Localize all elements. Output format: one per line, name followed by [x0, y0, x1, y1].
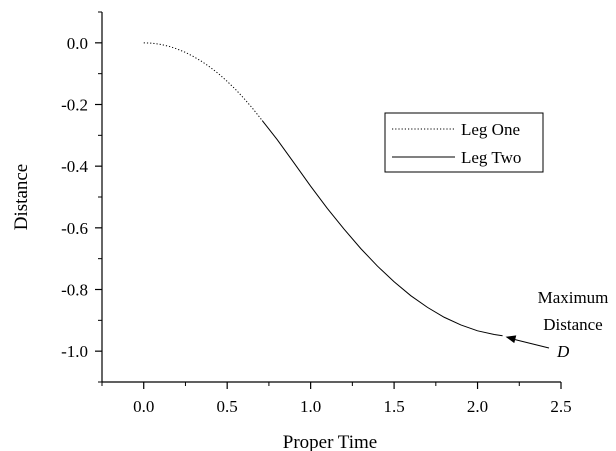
annotation-maximum-distance: Maximum Distance D: [505, 288, 609, 361]
x-tick-label: 2.5: [550, 397, 571, 416]
y-tick-label: 0.0: [67, 34, 88, 53]
annotation-arrowhead: [505, 335, 517, 344]
annotation-arrow: [513, 338, 550, 349]
x-ticks: 0.0 0.5 1.0 1.5 2.0 2.5: [101, 382, 572, 416]
legend: Leg One Leg Two: [384, 112, 544, 173]
series-leg-two-line: [261, 120, 503, 337]
y-axis-title: Distance: [11, 164, 32, 230]
annotation-line-1: Maximum: [538, 288, 609, 307]
axes: [101, 12, 561, 383]
x-tick-label: 0.5: [217, 397, 238, 416]
series-leg-one-line: [143, 42, 263, 121]
x-tick-label: 1.5: [383, 397, 404, 416]
legend-label-leg-two: Leg Two: [461, 148, 521, 167]
x-axis-title: Proper Time: [283, 432, 378, 451]
x-tick-label: 1.0: [300, 397, 321, 416]
y-tick-label: -0.2: [61, 96, 88, 115]
annotation-line-2: Distance: [543, 315, 602, 334]
x-tick-label: 0.0: [133, 397, 154, 416]
annotation-symbol: D: [556, 342, 570, 361]
y-tick-label: -0.6: [61, 219, 88, 238]
y-tick-label: -0.4: [61, 157, 88, 176]
legend-box: [384, 112, 544, 173]
y-tick-label: -0.8: [61, 281, 88, 300]
legend-label-leg-one: Leg One: [461, 120, 520, 139]
y-tick-label: -1.0: [61, 342, 88, 361]
y-ticks: 0.0 -0.2 -0.4 -0.6 -0.8 -1.0: [61, 11, 102, 383]
x-tick-label: 2.0: [467, 397, 488, 416]
series-layer: [143, 42, 503, 337]
